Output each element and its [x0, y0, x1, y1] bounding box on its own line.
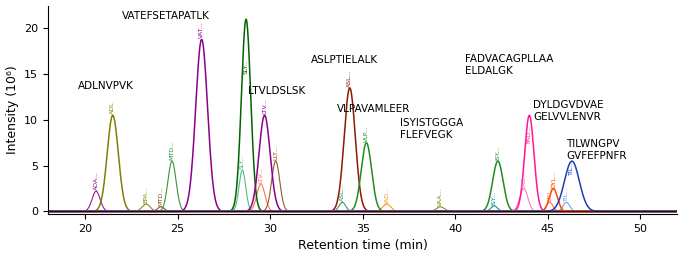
Text: ASL...: ASL...	[347, 69, 352, 87]
Text: TILWNGPV
GVFEFPNFR: TILWNGPV GVFEFPNFR	[566, 140, 627, 161]
Text: VLPAVAMLEER: VLPAVAMLEER	[337, 103, 410, 114]
Text: VLP...: VLP...	[364, 125, 369, 142]
Text: DYL...: DYL...	[547, 183, 552, 201]
Text: VAT...: VAT...	[199, 21, 204, 38]
Text: ISY...: ISY...	[495, 146, 501, 160]
Text: ISYISTGGGA
FLEFVEGK: ISYISTGGGA FLEFVEGK	[400, 118, 463, 140]
Text: TIL...: TIL...	[564, 186, 569, 201]
Text: FAD...: FAD...	[527, 125, 532, 143]
Text: DYLDGVDVAE
GELVVLENVR: DYLDGVDVAE GELVVLENVR	[533, 100, 604, 122]
Text: ADLNVPVK: ADLNVPVK	[78, 81, 133, 91]
Text: IAD...: IAD...	[385, 186, 389, 203]
Text: ISY...: ISY...	[492, 191, 497, 205]
Text: AOA...: AOA...	[94, 171, 98, 190]
Text: VAA...: VAA...	[438, 188, 443, 206]
Text: EPA...: EPA...	[143, 186, 149, 203]
Text: FADVACAGPLLAA
ELDALGK: FADVACAGPLLAA ELDALGK	[464, 54, 553, 76]
Text: VATEFSETAPATLK: VATEFSETAPATLK	[122, 11, 210, 21]
Text: LTV...: LTV...	[258, 167, 264, 183]
Text: LLT...: LLT...	[273, 145, 278, 160]
Text: SLYEADLVDEAK: SLYEADLVDEAK	[220, 0, 299, 6]
Y-axis label: Intensity (10⁶): Intensity (10⁶)	[5, 66, 18, 154]
Text: TIL...: TIL...	[570, 160, 574, 175]
Text: SLY...: SLY...	[244, 59, 249, 74]
Text: ASL...: ASL...	[340, 184, 345, 201]
Text: ADL: ADL	[110, 102, 115, 115]
Text: LTV...: LTV...	[262, 99, 267, 115]
Text: SLY...: SLY...	[240, 154, 245, 169]
X-axis label: Retention time (min): Retention time (min)	[298, 239, 428, 252]
Text: MTD...: MTD...	[158, 186, 163, 206]
Text: LTVLDSLSK: LTVLDSLSK	[248, 86, 305, 96]
Text: DYL...: DYL...	[551, 170, 556, 188]
Text: MTD...: MTD...	[169, 140, 174, 160]
Text: ASLPTIELALK: ASLPTIELALK	[311, 55, 378, 65]
Text: FAD...: FAD...	[521, 170, 527, 188]
